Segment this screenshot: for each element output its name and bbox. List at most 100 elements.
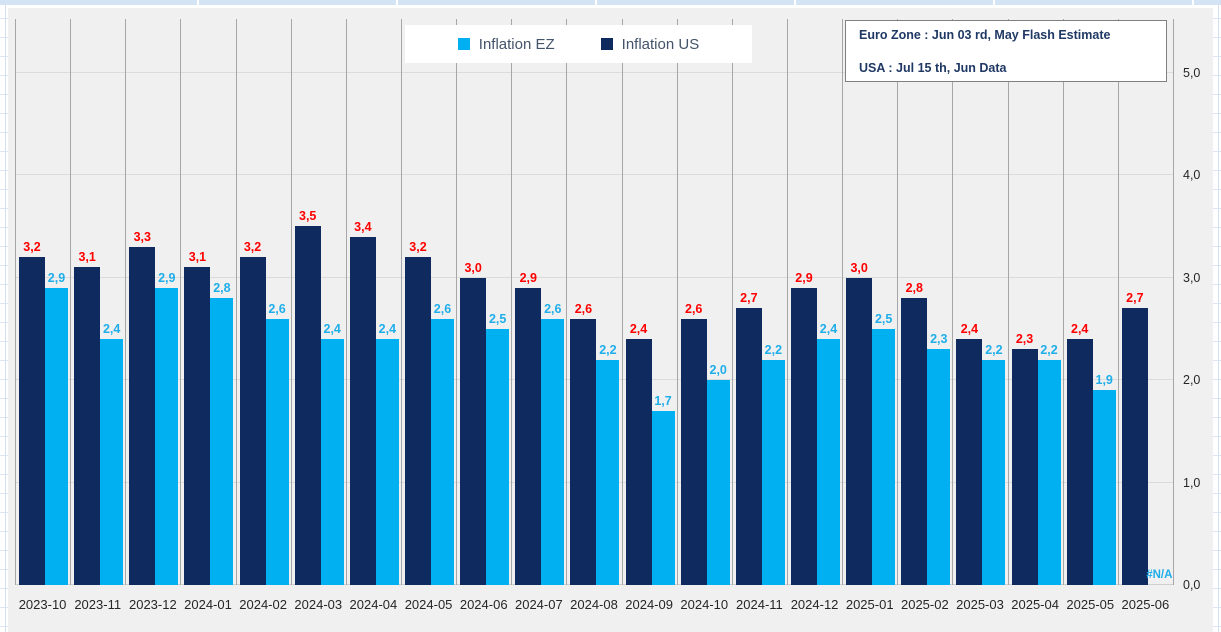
vertical-gridline [787, 19, 788, 585]
category-group-2024-05: 3,2 2,6 [401, 19, 456, 585]
value-label: 2,8 [905, 281, 923, 295]
value-label: 3,0 [464, 260, 482, 275]
bar-inflation-ez[interactable] [375, 339, 399, 585]
x-tick-label: 2025-06 [1121, 597, 1170, 612]
bar-inflation-ez[interactable] [45, 287, 68, 585]
x-tick-label: 2023-12 [128, 597, 177, 612]
vertical-gridline [180, 19, 182, 585]
category-group-2025-04: 2,3 2,2 [1008, 19, 1063, 585]
sheet-column-gridline [1218, 0, 1219, 632]
category-group-2025-06: 2,7 #N/A [1118, 19, 1173, 585]
value-label: 2,2 [599, 342, 617, 357]
bar-inflation-us[interactable] [1121, 308, 1148, 585]
value-label: 2,4 [1071, 322, 1089, 336]
value-label: 3,3 [133, 229, 151, 244]
value-label: 2,6 [433, 301, 452, 316]
bar-inflation-ez[interactable] [872, 328, 896, 585]
bar-inflation-us[interactable] [74, 267, 101, 585]
bar-inflation-us[interactable] [349, 236, 376, 585]
bar-inflation-ez[interactable] [817, 339, 840, 585]
y-axis: 0,0 1,0 2,0 3,0 4,0 5,0 [1181, 8, 1221, 632]
value-label: 2,4 [960, 322, 979, 336]
bar-inflation-ez[interactable] [982, 359, 1006, 585]
category-group-2025-05: 2,4 1,9 [1063, 19, 1118, 585]
x-tick-label: 2025-02 [900, 597, 949, 612]
value-label: 2,9 [795, 270, 813, 285]
bar-inflation-ez[interactable] [927, 349, 951, 585]
bar-inflation-us[interactable] [19, 257, 45, 585]
missing-value-label: #N/A [1146, 569, 1173, 581]
bar-inflation-us[interactable] [956, 339, 983, 585]
value-label: 3,2 [409, 240, 427, 254]
bar-inflation-us[interactable] [1066, 339, 1093, 585]
bar-inflation-us[interactable] [901, 298, 928, 585]
bar-inflation-us[interactable] [735, 308, 762, 585]
bar-inflation-ez[interactable] [486, 328, 510, 585]
x-tick-label: 2024-07 [514, 597, 563, 612]
bar-inflation-us[interactable] [515, 287, 542, 585]
x-tick-label: 2024-06 [459, 597, 508, 612]
vertical-gridline [1007, 19, 1009, 585]
vertical-gridline [290, 19, 292, 585]
bar-inflation-ez[interactable] [265, 318, 289, 585]
bar-inflation-ez[interactable] [210, 298, 234, 585]
bar-inflation-us[interactable] [184, 267, 211, 585]
bar-inflation-ez[interactable] [1092, 390, 1116, 585]
bar-inflation-ez[interactable] [155, 287, 179, 585]
vertical-gridline [456, 19, 458, 585]
plot-area: 3,2 2,9 3,1 2,4 3,3 2,9 3,1 2,8 3,2 2,6 3,5 2,4 3,4 2… [15, 19, 1174, 585]
value-label: 2,4 [378, 322, 397, 336]
bar-inflation-us[interactable] [460, 277, 487, 585]
category-group-2024-10: 2,6 2,0 [677, 19, 732, 585]
bar-inflation-ez[interactable] [431, 318, 454, 585]
bar-inflation-us[interactable] [625, 339, 652, 585]
vertical-gridline [15, 19, 16, 585]
value-label: 2,6 [685, 301, 703, 316]
x-tick-label: 2024-05 [404, 597, 453, 612]
x-tick-label: 2024-03 [294, 597, 343, 612]
bar-inflation-ez[interactable] [541, 318, 565, 585]
legend: Inflation EZ Inflation US [405, 25, 752, 63]
bar-inflation-us[interactable] [129, 246, 156, 585]
bar-inflation-us[interactable] [570, 318, 597, 585]
bar-inflation-ez[interactable] [706, 380, 730, 585]
bar-inflation-us[interactable] [239, 257, 266, 585]
bar-inflation-us[interactable] [294, 226, 321, 585]
bar-inflation-ez[interactable] [100, 339, 124, 585]
release-info-box[interactable]: Euro Zone : Jun 03 rd, May Flash Estimat… [845, 20, 1167, 82]
bar-inflation-us[interactable] [1011, 349, 1038, 585]
bar-inflation-us[interactable] [791, 287, 817, 585]
value-label: 3,1 [188, 250, 207, 265]
y-tick-label: 5,0 [1183, 65, 1201, 80]
y-tick-label: 2,0 [1183, 373, 1201, 387]
x-tick-label: 2025-05 [1066, 597, 1115, 612]
value-label: 2,6 [268, 301, 286, 316]
info-line-usa: USA : Jul 15 th, Jun Data [859, 61, 1007, 75]
bar-inflation-ez[interactable] [651, 410, 675, 585]
bar-inflation-ez[interactable] [596, 359, 620, 585]
vertical-gridline [842, 19, 844, 585]
category-group-2024-04: 3,4 2,4 [346, 19, 401, 585]
legend-item-inflation-us[interactable]: Inflation US [600, 36, 699, 53]
inflation-comparison-chart[interactable]: 3,2 2,9 3,1 2,4 3,3 2,9 3,1 2,8 3,2 2,6 3,5 2,4 3,4 2… [8, 8, 1213, 632]
bar-inflation-ez[interactable] [320, 339, 344, 585]
category-group-2024-03: 3,5 2,4 [291, 19, 346, 585]
value-label: 2,9 [519, 270, 537, 285]
value-label: 2,6 [574, 301, 593, 316]
bar-inflation-us[interactable] [680, 318, 707, 585]
vertical-gridline [1117, 19, 1119, 585]
value-label: 1,9 [1095, 373, 1113, 388]
x-tick-label: 2025-03 [956, 597, 1004, 612]
legend-item-inflation-ez[interactable]: Inflation EZ [457, 36, 555, 53]
bar-inflation-us[interactable] [405, 257, 431, 585]
value-label: 3,4 [354, 219, 372, 234]
value-label: 2,3 [930, 332, 948, 347]
vertical-gridline [566, 19, 568, 585]
value-label: 2,4 [323, 322, 341, 336]
category-group-2023-10: 3,2 2,9 [15, 19, 70, 585]
bar-inflation-ez[interactable] [1037, 359, 1061, 585]
bar-inflation-us[interactable] [846, 277, 873, 585]
sheet-top-row[interactable] [0, 0, 1221, 5]
bar-inflation-ez[interactable] [761, 359, 785, 585]
x-tick-label: 2024-04 [349, 597, 398, 612]
